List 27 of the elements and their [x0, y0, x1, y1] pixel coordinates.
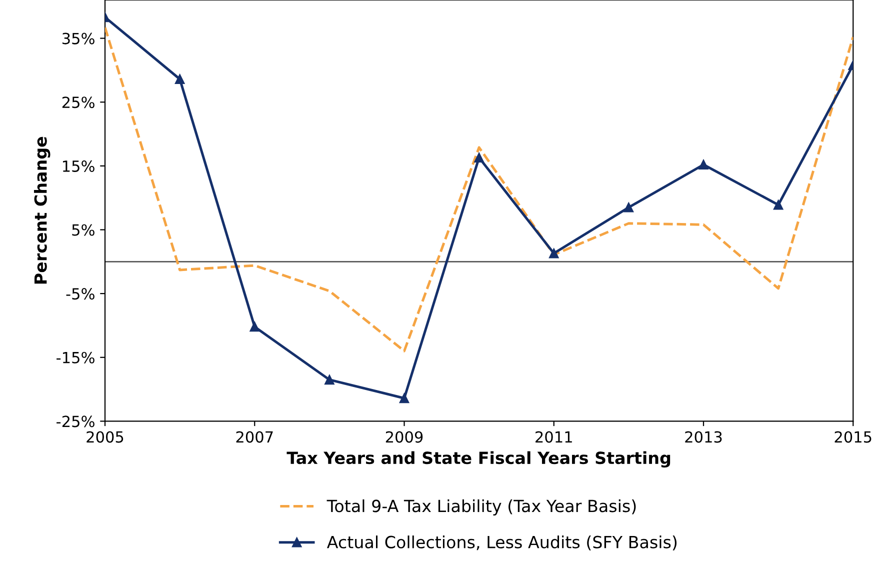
- x-tick-label: 2005: [86, 431, 124, 443]
- point: [474, 152, 484, 162]
- x-axis-title: Tax Years and State Fiscal Years Starting: [286, 451, 670, 468]
- point: [324, 374, 334, 385]
- x-tick-label: 2011: [536, 431, 572, 443]
- x-tick-label: 2009: [386, 431, 423, 443]
- point: [624, 202, 634, 212]
- point: [250, 322, 260, 332]
- point: [549, 248, 559, 258]
- y-axis-title: Percent Change: [34, 136, 50, 284]
- y-tick-label: -15%: [56, 352, 94, 364]
- legend-label: Total 9-A Tax Liability (Tax Year Basis): [326, 499, 636, 516]
- point: [174, 74, 185, 84]
- point: [773, 200, 784, 210]
- y-tick-label: -25%: [56, 416, 94, 428]
- y-tick-label: 35%: [62, 32, 94, 44]
- y-tick-label: 25%: [62, 96, 94, 108]
- y-tick-label: -5%: [66, 288, 94, 300]
- y-tick-label: 5%: [72, 224, 94, 236]
- point: [698, 160, 708, 170]
- x-tick-label: 2013: [685, 431, 722, 443]
- x-tick-label: 2007: [236, 431, 273, 443]
- line-series: [105, 26, 854, 352]
- x-tick-label: 2015: [834, 431, 872, 443]
- point: [399, 393, 410, 404]
- y-tick-label: 15%: [63, 160, 94, 172]
- legend-label: Actual Collections, Less Audits (SFY Basis): [326, 536, 677, 550]
